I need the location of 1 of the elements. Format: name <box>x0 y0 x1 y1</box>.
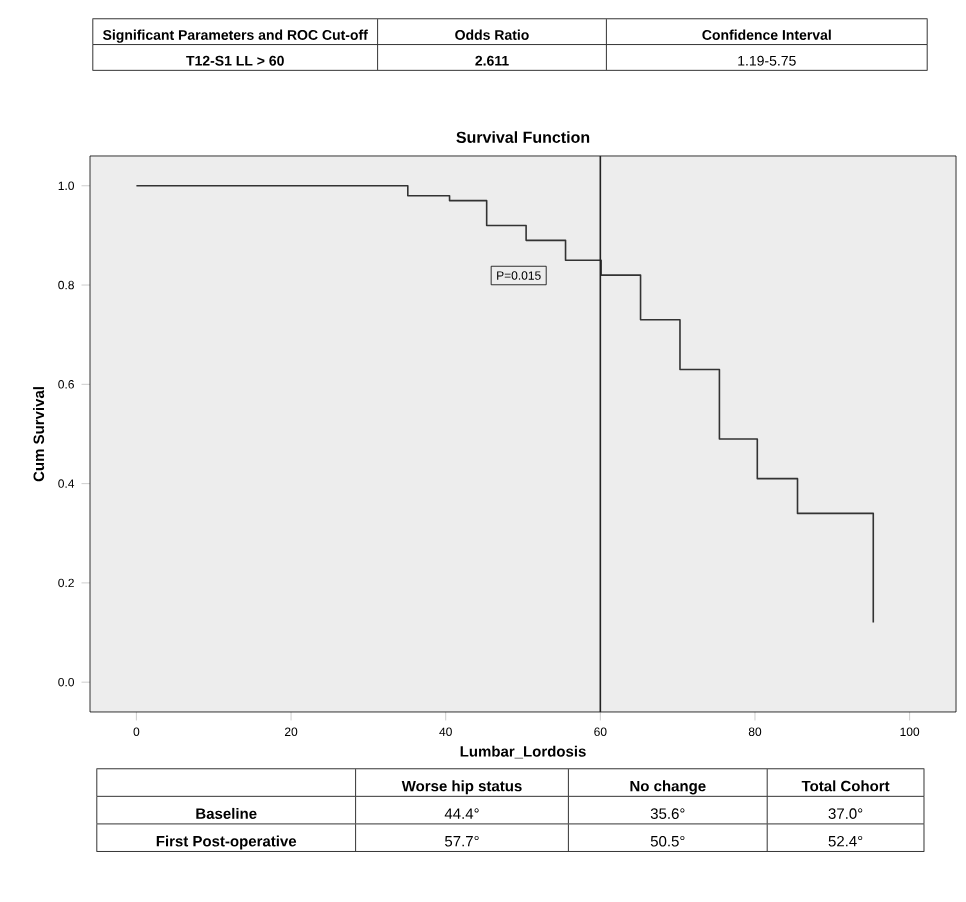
chart-title: Survival Function <box>456 131 590 143</box>
